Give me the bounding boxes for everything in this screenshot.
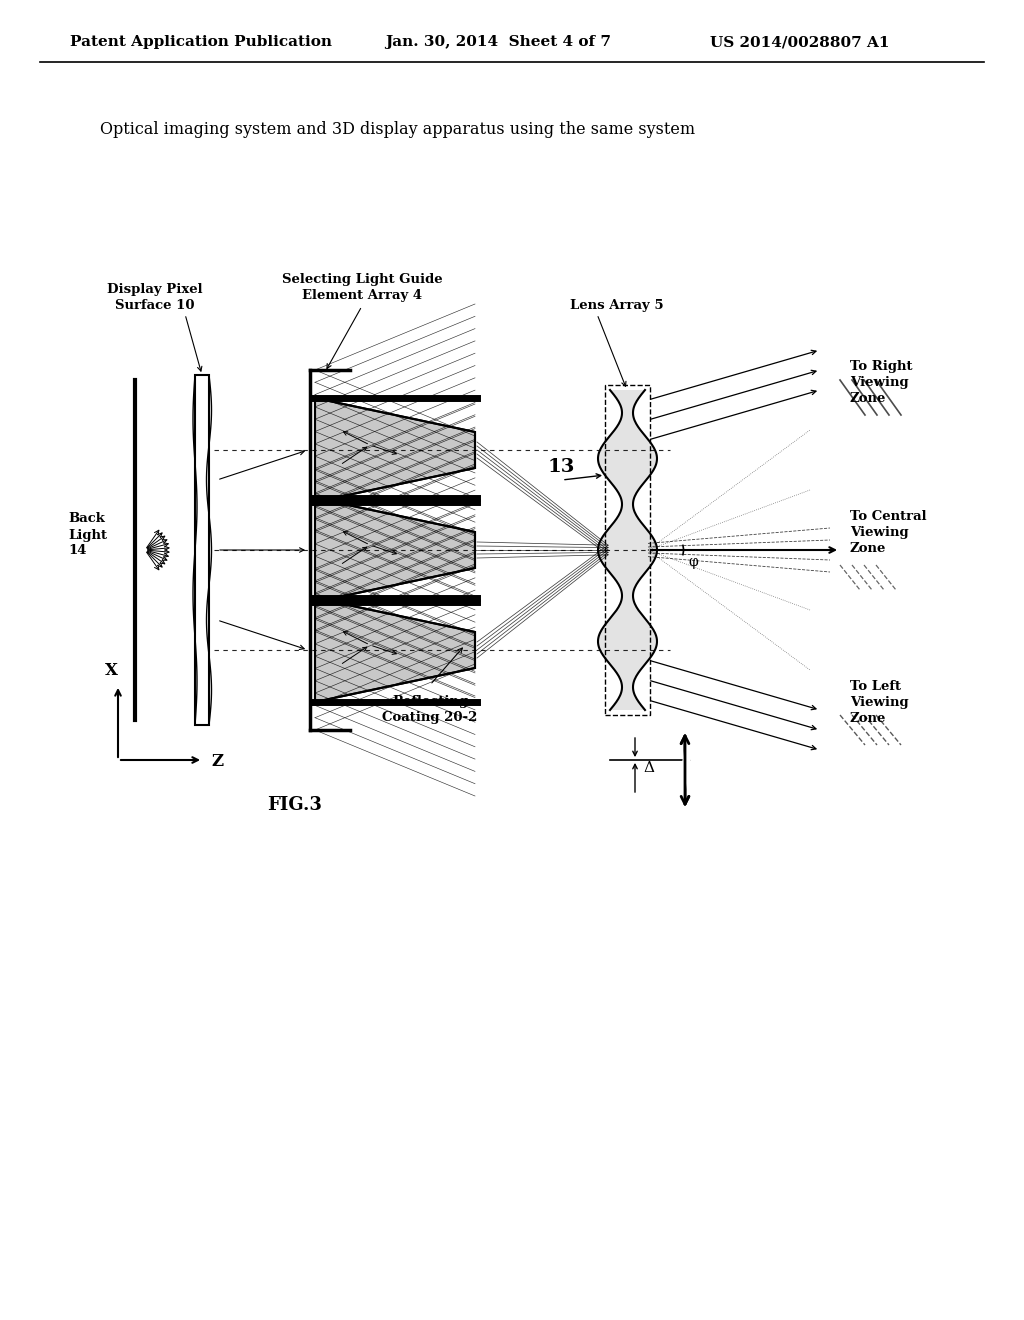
Text: US 2014/0028807 A1: US 2014/0028807 A1 (710, 36, 890, 49)
Text: To Left
Viewing
Zone: To Left Viewing Zone (850, 680, 908, 725)
Text: To Central
Viewing
Zone: To Central Viewing Zone (850, 510, 927, 554)
Text: Jan. 30, 2014  Sheet 4 of 7: Jan. 30, 2014 Sheet 4 of 7 (385, 36, 611, 49)
Text: Z: Z (211, 752, 223, 770)
Text: φ: φ (688, 554, 697, 569)
Text: FIG.3: FIG.3 (267, 796, 323, 814)
Polygon shape (315, 598, 475, 702)
Text: To Right
Viewing
Zone: To Right Viewing Zone (850, 360, 912, 405)
Text: Display Pixel
Surface 10: Display Pixel Surface 10 (108, 282, 203, 312)
Text: 13: 13 (548, 458, 575, 477)
Text: Reflecting
Coating 20-2: Reflecting Coating 20-2 (382, 696, 477, 723)
Text: Lens Array 5: Lens Array 5 (570, 300, 664, 312)
Text: Back
Light
14: Back Light 14 (68, 512, 106, 557)
Text: Selecting Light Guide
Element Array 4: Selecting Light Guide Element Array 4 (282, 273, 442, 302)
Polygon shape (315, 498, 475, 602)
Polygon shape (315, 399, 475, 502)
Bar (605, 385, 650, 715)
Text: Δ: Δ (643, 762, 654, 775)
Text: X: X (105, 663, 118, 678)
Text: Patent Application Publication: Patent Application Publication (70, 36, 332, 49)
Bar (195, 375, 209, 725)
Text: Optical imaging system and 3D display apparatus using the same system: Optical imaging system and 3D display ap… (100, 121, 695, 139)
